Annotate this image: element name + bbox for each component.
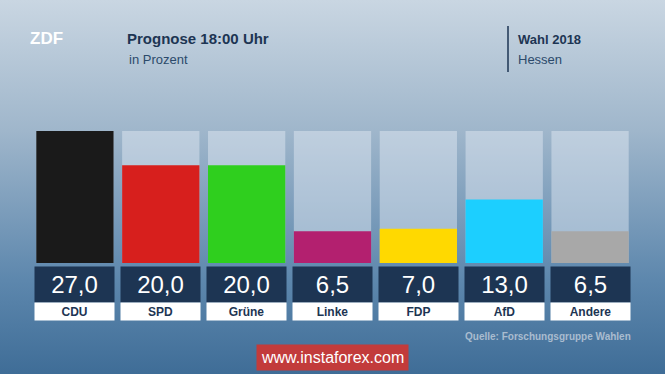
svg-text:SPD: SPD	[148, 305, 173, 319]
svg-text:Quelle: Forschungsgruppe Wahle: Quelle: Forschungsgruppe Wahlen	[465, 331, 631, 342]
svg-text:Hessen: Hessen	[518, 52, 562, 67]
svg-text:AfD: AfD	[494, 305, 516, 319]
svg-text:20,0: 20,0	[137, 271, 184, 298]
svg-text:20,0: 20,0	[223, 271, 270, 298]
svg-text:Linke: Linke	[317, 305, 349, 319]
svg-text:13,0: 13,0	[481, 271, 528, 298]
svg-text:www.instaforex.com: www.instaforex.com	[261, 349, 404, 366]
svg-text:Andere: Andere	[570, 305, 612, 319]
svg-text:CDU: CDU	[62, 305, 88, 319]
svg-text:FDP: FDP	[407, 305, 431, 319]
svg-text:Prognose 18:00 Uhr: Prognose 18:00 Uhr	[127, 30, 269, 47]
svg-text:in Prozent: in Prozent	[129, 52, 188, 67]
svg-text:27,0: 27,0	[51, 271, 98, 298]
svg-text:Grüne: Grüne	[229, 305, 265, 319]
svg-text:7,0: 7,0	[402, 271, 435, 298]
svg-text:ZDF: ZDF	[30, 29, 63, 48]
svg-text:6,5: 6,5	[316, 271, 349, 298]
svg-text:Wahl 2018: Wahl 2018	[518, 32, 581, 47]
svg-text:6,5: 6,5	[574, 271, 607, 298]
